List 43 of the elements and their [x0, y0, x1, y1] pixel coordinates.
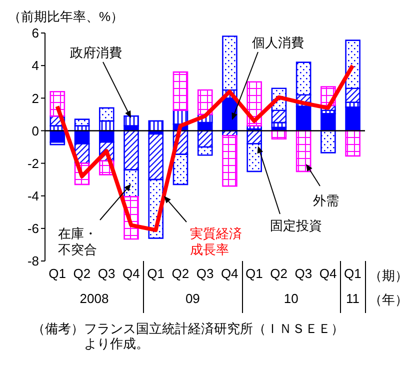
- x-tick-label: Q2: [73, 266, 91, 282]
- bar: [124, 115, 139, 126]
- x-tick-label: Q1: [246, 266, 263, 282]
- y-axis-title: （前期比年率、%）: [8, 8, 124, 26]
- text: （備考）フランス国立統計経済研究所（ＩＮＳＥＥ）より作成。: [32, 321, 345, 351]
- text: 09: [184, 291, 201, 306]
- y-tick-label: 4: [32, 58, 39, 74]
- text: 個人消費: [252, 35, 305, 51]
- x-tick-label: Q3: [196, 266, 214, 282]
- text: 政府消費: [70, 45, 123, 61]
- x-tick-label: Q1: [48, 266, 66, 282]
- bar: [222, 134, 238, 187]
- y-tick-label: -8: [27, 254, 39, 269]
- bar: [172, 71, 188, 112]
- x-tick-label: Q1: [344, 266, 362, 282]
- x-tick-label: Q2: [270, 266, 288, 282]
- y-tick-label: 0: [32, 123, 39, 138]
- y-tick-label: 2: [32, 90, 39, 106]
- x-tick-label: Q3: [294, 266, 312, 282]
- text: 実質経済成長率: [190, 226, 243, 258]
- series-label: 外需: [313, 193, 340, 209]
- x-axis-title: （期）: [369, 267, 406, 285]
- y-tick-label: -2: [27, 156, 39, 171]
- bar: [74, 118, 90, 126]
- x-tick-label: Q4: [319, 266, 337, 282]
- text: （年）: [369, 291, 406, 309]
- x-tick-label: Q3: [98, 266, 116, 282]
- text: 2008: [78, 291, 110, 306]
- x-tick-label: Q4: [122, 266, 140, 282]
- text: 在庫・不突合: [58, 226, 98, 258]
- text: 10: [282, 291, 300, 306]
- x-tick-label: Q4: [220, 266, 238, 282]
- bar: [345, 106, 360, 132]
- bar: [296, 130, 312, 172]
- bar: [345, 130, 360, 157]
- y-tick-label: 6: [32, 26, 39, 41]
- y-tick-label: -4: [27, 188, 39, 204]
- y-tick-label: -6: [27, 221, 39, 236]
- x-tick-label: Q1: [147, 266, 164, 282]
- bar: [197, 89, 213, 116]
- text: 11: [346, 291, 360, 306]
- x-tick-label: Q2: [172, 266, 190, 282]
- text: 固定投資: [270, 218, 323, 234]
